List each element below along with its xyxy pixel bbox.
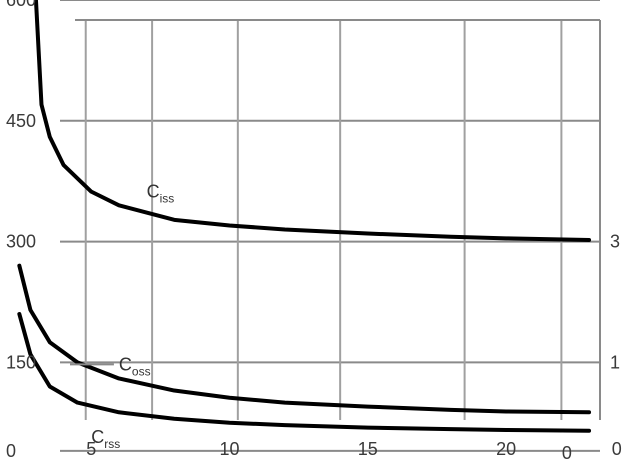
series-point-coss-2 xyxy=(48,340,52,344)
series-point-crss-9 xyxy=(449,427,453,431)
series-point-ciss-2 xyxy=(48,135,52,139)
series-point-coss-5 xyxy=(172,388,176,393)
y-tick-label-1: 450 xyxy=(6,111,36,131)
series-point-ciss-6 xyxy=(172,218,176,222)
series-point-crss-2 xyxy=(48,384,52,389)
series-point-ciss-5 xyxy=(117,203,121,207)
series-point-crss-8 xyxy=(366,425,370,430)
series-label-sub-crss: rss xyxy=(104,437,120,451)
y-tick-label-3: 150 xyxy=(6,352,36,372)
series-point-ciss-3 xyxy=(62,163,66,167)
series-point-crss-3 xyxy=(75,401,80,405)
series-label-coss: C xyxy=(119,354,132,374)
x-tick-label-1: 10 xyxy=(220,439,240,459)
series-point-ciss-1 xyxy=(39,103,44,107)
series-point-crss-10 xyxy=(504,428,508,432)
series-point-ciss-0 xyxy=(34,0,38,2)
series-point-coss-9 xyxy=(449,408,453,412)
series-point-coss-3 xyxy=(75,360,80,364)
y-tick-label-4: 0 xyxy=(6,441,16,461)
series-point-ciss-12 xyxy=(587,238,591,242)
series-point-crss-11 xyxy=(587,429,591,433)
series-label-sub-ciss: iss xyxy=(160,191,175,205)
series-point-coss-10 xyxy=(504,409,508,414)
series-point-ciss-8 xyxy=(283,227,287,232)
series-point-ciss-10 xyxy=(449,235,453,239)
series-point-coss-11 xyxy=(587,410,591,414)
series-point-crss-7 xyxy=(283,423,287,427)
series-point-ciss-4 xyxy=(89,190,93,194)
series-point-ciss-9 xyxy=(366,231,370,236)
right-tick-label-0: 3 xyxy=(610,232,620,252)
x-tick-label-3: 20 xyxy=(496,439,516,459)
series-line-coss xyxy=(17,263,592,415)
series-point-crss-6 xyxy=(227,421,232,425)
series-point-crss-0 xyxy=(17,312,21,316)
series-label-crss: C xyxy=(91,427,104,447)
series-point-coss-6 xyxy=(227,396,232,400)
series-point-coss-7 xyxy=(283,401,287,405)
right-tick-label-1: 1 xyxy=(610,352,620,372)
series-point-coss-1 xyxy=(28,308,33,312)
series-point-crss-5 xyxy=(172,417,176,421)
series-label-ciss: C xyxy=(147,181,160,201)
series-point-coss-0 xyxy=(17,264,21,268)
x-tick-label-2: 15 xyxy=(358,439,378,459)
x-tick-label-0: 5 xyxy=(86,439,96,459)
series-point-crss-4 xyxy=(117,410,121,414)
series-point-ciss-11 xyxy=(504,236,508,240)
series-point-crss-1 xyxy=(28,352,33,356)
x-tick-label-4: 0 xyxy=(612,439,622,459)
series-point-coss-8 xyxy=(366,405,370,409)
series-line-crss xyxy=(17,312,592,433)
inner-tick-label: 0 xyxy=(562,443,572,463)
series-point-coss-4 xyxy=(117,376,121,381)
y-tick-label-0: 600 xyxy=(6,0,36,10)
y-tick-label-2: 300 xyxy=(6,232,36,252)
series-label-sub-coss: oss xyxy=(132,364,151,378)
series-point-ciss-7 xyxy=(227,223,232,228)
